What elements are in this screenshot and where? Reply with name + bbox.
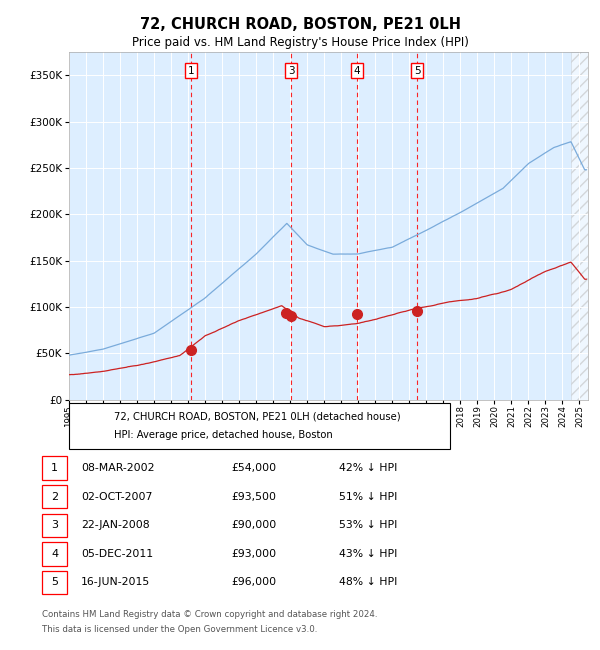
Text: 16-JUN-2015: 16-JUN-2015 [81, 577, 150, 588]
Text: 42% ↓ HPI: 42% ↓ HPI [339, 463, 397, 473]
Text: Contains HM Land Registry data © Crown copyright and database right 2024.: Contains HM Land Registry data © Crown c… [42, 610, 377, 619]
Text: 1: 1 [51, 463, 58, 473]
Text: 5: 5 [51, 577, 58, 588]
Text: Price paid vs. HM Land Registry's House Price Index (HPI): Price paid vs. HM Land Registry's House … [131, 36, 469, 49]
Text: 22-JAN-2008: 22-JAN-2008 [81, 520, 149, 530]
Text: HPI: Average price, detached house, Boston: HPI: Average price, detached house, Bost… [114, 430, 333, 440]
Text: 2: 2 [51, 491, 58, 502]
Text: £93,000: £93,000 [231, 549, 276, 559]
Text: £93,500: £93,500 [231, 491, 276, 502]
Text: £96,000: £96,000 [231, 577, 276, 588]
Text: 43% ↓ HPI: 43% ↓ HPI [339, 549, 397, 559]
Text: 48% ↓ HPI: 48% ↓ HPI [339, 577, 397, 588]
Text: 5: 5 [414, 66, 421, 75]
Bar [571, 52, 588, 400]
Text: 53% ↓ HPI: 53% ↓ HPI [339, 520, 397, 530]
Text: 51% ↓ HPI: 51% ↓ HPI [339, 491, 397, 502]
Text: 4: 4 [354, 66, 361, 75]
Text: 72, CHURCH ROAD, BOSTON, PE21 0LH (detached house): 72, CHURCH ROAD, BOSTON, PE21 0LH (detac… [114, 411, 401, 422]
Text: 05-DEC-2011: 05-DEC-2011 [81, 549, 153, 559]
Text: This data is licensed under the Open Government Licence v3.0.: This data is licensed under the Open Gov… [42, 625, 317, 634]
Text: 4: 4 [51, 549, 58, 559]
Text: 3: 3 [51, 520, 58, 530]
Text: 1: 1 [188, 66, 194, 75]
Text: 3: 3 [288, 66, 295, 75]
Text: 08-MAR-2002: 08-MAR-2002 [81, 463, 155, 473]
Text: 72, CHURCH ROAD, BOSTON, PE21 0LH: 72, CHURCH ROAD, BOSTON, PE21 0LH [139, 17, 461, 32]
Text: 02-OCT-2007: 02-OCT-2007 [81, 491, 152, 502]
Text: £90,000: £90,000 [231, 520, 276, 530]
Text: £54,000: £54,000 [231, 463, 276, 473]
